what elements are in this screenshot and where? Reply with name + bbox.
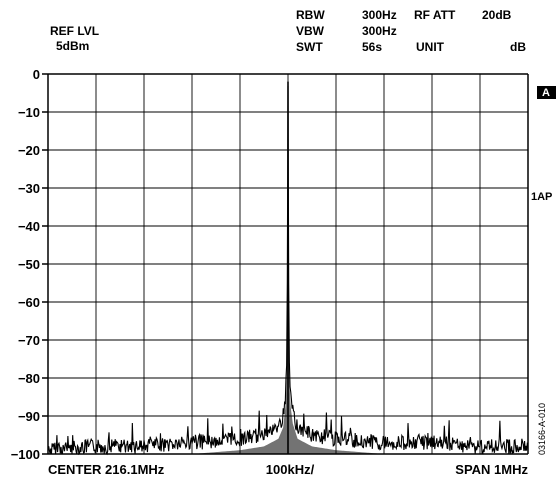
x-center-label: CENTER 216.1MHz	[48, 462, 165, 477]
vbw-value: 300Hz	[362, 24, 397, 38]
x-span-label: SPAN 1MHz	[455, 462, 528, 477]
y-tick-label: −100	[11, 447, 40, 462]
rbw-value: 300Hz	[362, 8, 397, 22]
y-tick-label: −80	[18, 371, 40, 386]
unit-label: UNIT	[416, 40, 445, 54]
y-tick-label: −10	[18, 105, 40, 120]
y-tick-label: −90	[18, 409, 40, 424]
trace-mode-label: 1AP	[531, 191, 552, 203]
y-tick-labels: 0 −10 −20 −30 −40 −50 −60 −70 −80 −90 −100	[11, 67, 40, 462]
x-div-label: 100kHz/	[266, 462, 315, 477]
y-tick-label: 0	[33, 67, 40, 82]
y-tick-label: −20	[18, 143, 40, 158]
swt-label: SWT	[296, 40, 323, 54]
y-tick-label: −40	[18, 219, 40, 234]
y-tick-label: −50	[18, 257, 40, 272]
rbw-label: RBW	[296, 8, 325, 22]
rf-att-value: 20dB	[482, 8, 512, 22]
ref-lvl-label: REF LVL	[50, 24, 99, 38]
marker-a-box	[537, 86, 556, 99]
y-tick-label: −60	[18, 295, 40, 310]
rf-att-label: RF ATT	[414, 8, 456, 22]
spectrum-trace-group	[47, 81, 529, 456]
vbw-label: VBW	[296, 24, 325, 38]
marker-a-label: A	[542, 87, 550, 99]
swt-value: 56s	[362, 40, 382, 54]
y-tick-label: −30	[18, 181, 40, 196]
unit-value: dB	[510, 40, 526, 54]
ref-lvl-value: 5dBm	[56, 39, 89, 53]
y-tick-label: −70	[18, 333, 40, 348]
figure-id: 03166-A-010	[537, 403, 547, 455]
